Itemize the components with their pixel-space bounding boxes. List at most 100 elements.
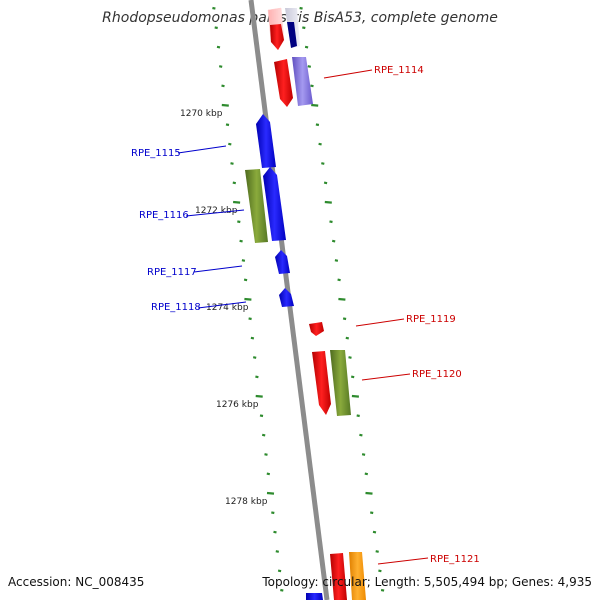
ruler-ticks-right [299,6,385,592]
gene-labels: RPE_1114 RPE_1115 RPE_1116 RPE_1117 RPE_… [131,65,480,565]
gene-label-rpe-1117[interactable]: RPE_1117 [147,267,197,278]
gene-rpe-1121-red[interactable] [330,553,347,600]
gene-label-rpe-1121[interactable]: RPE_1121 [430,554,480,565]
ruler-tick [307,65,312,68]
ruler-tick [369,511,374,515]
ruler-tick [337,278,341,282]
ruler-tick [228,142,232,146]
ruler-tick [356,414,360,418]
ruler-tick [255,394,263,398]
leader-rpe-1119 [355,318,405,327]
gene-rpe-1115[interactable] [256,114,276,168]
gene-rpe-1117[interactable] [275,250,290,274]
ruler-tick [375,550,379,553]
ruler-tick [350,375,355,379]
accession-text: Accession: NC_008435 [8,575,144,589]
ruler-tick [233,200,241,204]
ruler-tick [239,239,243,243]
ruler-tick [232,181,237,185]
ruler-tick [277,569,282,573]
ruler-tick [345,336,350,340]
gene-label-rpe-1118[interactable]: RPE_1118 [151,302,201,313]
ruler-tick [280,588,284,592]
ruler-label-1274: 1274 kbp [206,303,249,313]
gene-label-rpe-1120[interactable]: RPE_1120 [412,369,462,380]
ruler-label-1270: 1270 kbp [180,109,223,119]
ruler-tick [261,433,266,437]
ruler-tick [221,84,225,88]
ruler-tick [323,181,328,185]
ruler-tick [221,103,229,107]
leader-rpe-1115 [177,145,227,154]
ruler-tick [271,511,275,515]
ruler-tick [378,569,382,573]
gene-label-rpe-1114[interactable]: RPE_1114 [374,65,424,76]
gene-label-rpe-1119[interactable]: RPE_1119 [406,314,456,325]
gene-feature-red-top[interactable] [270,24,284,50]
gene-rpe-1121-orange[interactable] [349,552,366,600]
gene-rpe-1118[interactable] [279,288,294,307]
ruler-tick [241,259,246,262]
ruler-tick [380,588,385,592]
leader-rpe-1116 [185,209,245,217]
ruler-tick [264,453,268,456]
gene-rpe-1120-red[interactable] [312,351,331,415]
ruler-tick [244,297,252,301]
ruler-tick [304,45,309,49]
ruler-ticks-left [212,6,284,592]
ruler-tick [310,84,314,88]
ruler-tick [225,123,230,127]
gene-feature-blue-bottom[interactable] [306,593,323,600]
topology-text: Topology: circular; Length: 5,505,494 bp… [261,575,592,589]
ruler-tick [214,26,218,30]
ruler-tick [315,123,320,127]
ruler-tick [338,297,346,301]
ruler-tick [255,375,259,379]
ruler-tick [324,200,332,204]
reverse-strand-genes [245,114,323,600]
ruler-tick [348,356,352,359]
ruler-tick [243,278,248,282]
ruler-label-1276: 1276 kbp [216,400,259,410]
ruler-tick [237,220,241,224]
ruler-tick [230,162,234,165]
ruler-tick [372,530,377,534]
gene-label-rpe-1115[interactable]: RPE_1115 [131,148,181,159]
label-leader-lines [177,69,429,565]
gene-rpe-1116-blue[interactable] [263,167,286,241]
ruler-tick [248,317,252,321]
gene-rpe-1116-green[interactable] [245,169,268,243]
ruler-tick [351,394,359,398]
ruler-tick [252,356,257,359]
ruler-tick [334,259,339,262]
ruler-tick [359,433,363,437]
ruler-tick [218,65,223,68]
leader-rpe-1114 [323,69,373,79]
leader-rpe-1121 [377,557,429,565]
gene-rpe-1119[interactable] [309,322,324,336]
ruler-tick [216,45,221,49]
ruler-tick [331,239,336,243]
ruler-tick [302,26,306,30]
gene-rpe-1114-purple[interactable] [292,57,313,106]
ruler-tick [318,142,322,146]
gene-rpe-1114-red[interactable] [274,59,293,107]
gene-rpe-1120-green[interactable] [330,350,351,416]
ruler-tick [311,103,319,107]
ruler-tick [266,491,275,495]
ruler-tick [342,317,347,321]
gene-label-rpe-1116[interactable]: RPE_1116 [139,210,189,221]
gene-feature-navy-top[interactable] [287,22,297,48]
ruler-tick [212,6,216,10]
ruler-tick [259,414,264,418]
ruler-labels: 1270 kbp 1272 kbp 1274 kbp 1276 kbp 1278… [180,109,268,507]
ruler-label-1278: 1278 kbp [225,497,268,507]
forward-strand-genes [267,7,366,600]
leader-rpe-1118 [197,301,247,309]
ruler-tick [250,336,255,340]
ruler-tick [266,472,271,476]
ruler-label-1272: 1272 kbp [195,206,238,216]
ruler-tick [273,530,277,534]
map-title: Rhodopseudomonas palustris BisA53, compl… [102,10,498,26]
